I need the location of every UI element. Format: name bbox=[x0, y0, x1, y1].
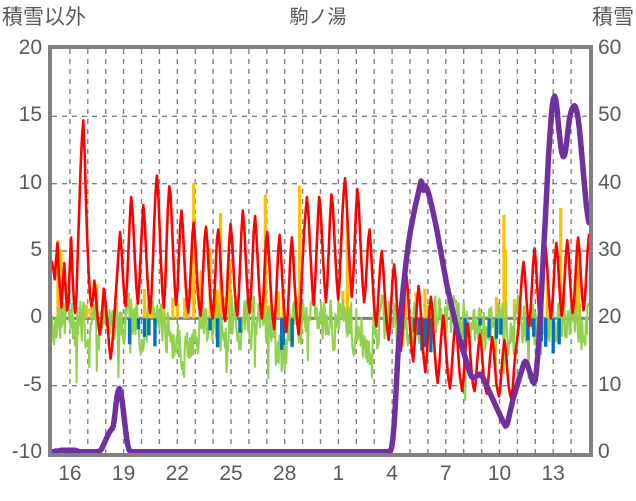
right-axis-title: 積雪 bbox=[592, 6, 634, 29]
chart-canvas bbox=[52, 49, 589, 453]
blue-bar bbox=[487, 318, 491, 338]
blue-bar bbox=[417, 318, 421, 335]
left-axis-title: 積雪以外 bbox=[2, 6, 86, 29]
blue-bar bbox=[238, 318, 242, 333]
precipitation-bar bbox=[215, 289, 220, 319]
blue-bar bbox=[421, 318, 426, 348]
precipitation-bar bbox=[277, 291, 281, 319]
blue-bar bbox=[208, 318, 212, 331]
blue-bar bbox=[153, 318, 157, 347]
precipitation-bar bbox=[494, 296, 499, 319]
blue-bar bbox=[526, 318, 530, 341]
wind-series bbox=[52, 292, 589, 401]
y-axis-tick-label: -5 bbox=[23, 372, 42, 396]
plot-inner bbox=[52, 49, 589, 453]
precipitation-bar bbox=[559, 207, 563, 319]
precipitation-bar bbox=[227, 258, 232, 319]
temperature-line bbox=[52, 119, 589, 401]
x-axis-tick-label: 10 bbox=[487, 462, 512, 485]
precipitation-bar bbox=[84, 304, 88, 319]
blue-bar bbox=[557, 318, 561, 345]
blue-bar bbox=[142, 318, 147, 337]
temperature-series bbox=[52, 119, 589, 401]
x-axis-tick-label: 28 bbox=[273, 462, 297, 485]
precipitation-bar bbox=[545, 277, 549, 319]
precipitation-bar bbox=[192, 183, 196, 319]
blue-bar bbox=[136, 318, 141, 330]
precipitation-bar bbox=[576, 257, 581, 319]
blue-bar bbox=[290, 318, 294, 347]
y2-axis-tick-label: 50 bbox=[598, 103, 622, 127]
blue-bar bbox=[532, 318, 536, 337]
precipitation-bar bbox=[345, 220, 349, 319]
precipitation-bar bbox=[175, 302, 179, 319]
snow-depth-series bbox=[52, 93, 589, 453]
plot-area bbox=[48, 45, 593, 457]
blue-bar bbox=[127, 318, 132, 345]
y2-axis-tick-label: 0 bbox=[598, 440, 610, 463]
y2-axis-tick-label: 10 bbox=[598, 372, 622, 396]
y-axis-tick-label: 20 bbox=[18, 36, 42, 59]
blue-bar bbox=[429, 318, 433, 353]
snow-depth-line bbox=[52, 93, 589, 453]
precipitation-bar bbox=[142, 289, 147, 319]
y-axis-tick-label: -10 bbox=[11, 440, 42, 463]
blue-bar bbox=[544, 318, 548, 347]
blue-bar bbox=[478, 318, 482, 326]
x-axis-tick-label: 19 bbox=[111, 462, 136, 485]
x-axis-tick-label: 7 bbox=[439, 462, 452, 485]
x-axis-tick-label: 13 bbox=[541, 462, 565, 485]
blue-bar bbox=[215, 318, 220, 348]
y-axis-tick-label: 5 bbox=[30, 238, 42, 261]
y2-axis-tick-label: 30 bbox=[598, 238, 622, 261]
blue-bar bbox=[463, 318, 467, 351]
blue-bar bbox=[147, 318, 151, 336]
chart-title: 駒ノ湯 bbox=[289, 7, 347, 28]
precipitation-bar bbox=[183, 297, 187, 319]
x-axis-tick-label: 25 bbox=[219, 462, 243, 485]
precipitation-bar bbox=[512, 299, 517, 319]
blue-bar bbox=[494, 318, 499, 339]
wind-line bbox=[52, 292, 589, 401]
y-axis-tick-label: 0 bbox=[30, 305, 42, 329]
y-axis-tick-label: 10 bbox=[18, 170, 42, 194]
blue-bar bbox=[551, 318, 555, 354]
y2-axis-tick-label: 40 bbox=[598, 170, 622, 194]
y2-axis-tick-label: 60 bbox=[598, 36, 622, 59]
x-axis-tick-label: 1 bbox=[332, 462, 345, 485]
precipitation-bar bbox=[503, 249, 508, 319]
precipitation-bar bbox=[298, 185, 302, 319]
precipitation-bar bbox=[171, 297, 175, 319]
precipitation-bar bbox=[59, 249, 63, 319]
x-axis-tick-label: 22 bbox=[165, 462, 189, 485]
blue-bar bbox=[499, 318, 503, 335]
blue-bar bbox=[424, 318, 429, 348]
blue-bar bbox=[281, 318, 285, 345]
y2-axis-tick-label: 20 bbox=[598, 305, 622, 329]
x-axis-tick-label: 4 bbox=[386, 462, 398, 485]
y-axis-tick-label: 15 bbox=[18, 103, 42, 127]
x-axis-tick-label: 16 bbox=[58, 462, 82, 485]
precipitation-bar bbox=[423, 288, 427, 319]
